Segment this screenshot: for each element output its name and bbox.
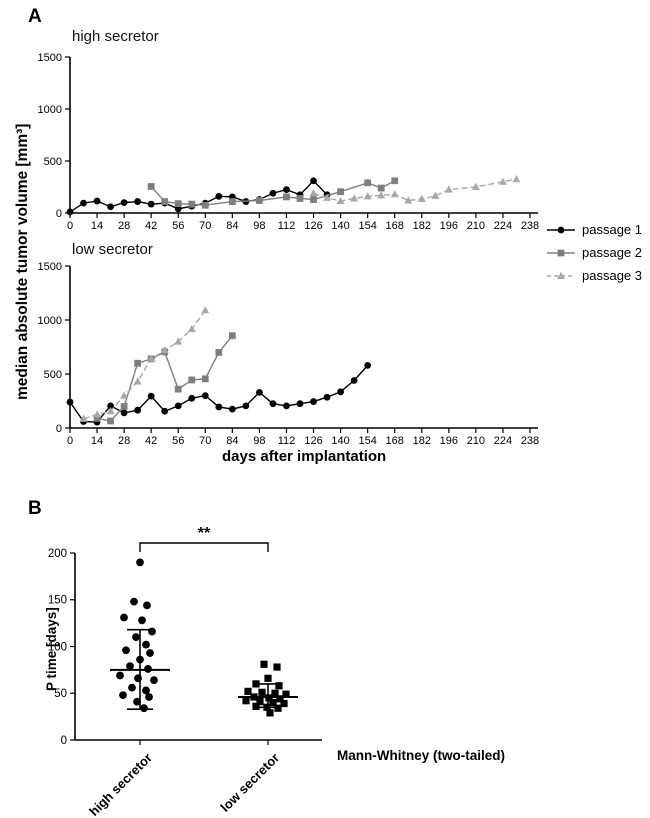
svg-text:154: 154 — [358, 220, 376, 232]
svg-text:70: 70 — [199, 220, 211, 232]
svg-text:126: 126 — [304, 220, 322, 232]
svg-text:28: 28 — [118, 435, 130, 447]
svg-text:98: 98 — [253, 220, 265, 232]
legend-item-passage-1: passage 1 — [546, 218, 642, 241]
svg-text:224: 224 — [494, 435, 512, 447]
legend: passage 1 passage 2 passage 3 — [546, 218, 642, 287]
panel-a-y-axis-label: median absolute tumor volume [mm³] — [14, 123, 31, 400]
svg-text:42: 42 — [145, 220, 157, 232]
legend-label-passage-3: passage 3 — [582, 268, 642, 283]
svg-text:70: 70 — [199, 435, 211, 447]
panel-a-x-axis-label: days after implantation — [222, 448, 387, 465]
svg-text:84: 84 — [226, 220, 238, 232]
svg-text:98: 98 — [253, 435, 265, 447]
svg-text:0: 0 — [61, 735, 67, 747]
svg-text:1000: 1000 — [38, 315, 62, 327]
svg-text:112: 112 — [278, 220, 296, 232]
svg-text:0: 0 — [56, 423, 62, 435]
svg-text:126: 126 — [304, 435, 322, 447]
svg-text:0: 0 — [56, 208, 62, 220]
svg-text:14: 14 — [91, 220, 103, 232]
passage-1-marker-icon — [547, 226, 575, 233]
svg-text:112: 112 — [278, 435, 296, 447]
svg-text:210: 210 — [467, 220, 485, 232]
svg-text:28: 28 — [118, 220, 130, 232]
svg-text:154: 154 — [358, 435, 376, 447]
svg-text:14: 14 — [91, 435, 103, 447]
panel-a-label: A — [28, 6, 42, 27]
passage-3-marker-icon — [547, 271, 575, 279]
svg-text:56: 56 — [172, 435, 184, 447]
svg-text:0: 0 — [67, 435, 73, 447]
high-secretor-chart-title: high secretor — [72, 28, 159, 45]
svg-text:224: 224 — [494, 220, 512, 232]
svg-text:84: 84 — [226, 435, 238, 447]
legend-label-passage-1: passage 1 — [582, 222, 642, 237]
svg-text:1000: 1000 — [38, 104, 62, 116]
statistical-test-note: Mann-Whitney (two-tailed) — [337, 748, 505, 763]
svg-text:238: 238 — [521, 435, 539, 447]
svg-text:56: 56 — [172, 220, 184, 232]
svg-text:42: 42 — [145, 435, 157, 447]
legend-item-passage-2: passage 2 — [546, 241, 642, 264]
svg-text:50: 50 — [54, 688, 67, 700]
svg-text:0: 0 — [67, 220, 73, 232]
svg-text:196: 196 — [440, 220, 458, 232]
legend-label-passage-2: passage 2 — [582, 245, 642, 260]
svg-text:140: 140 — [331, 435, 349, 447]
svg-text:140: 140 — [331, 220, 349, 232]
svg-text:200: 200 — [48, 548, 67, 560]
svg-text:210: 210 — [467, 435, 485, 447]
svg-text:238: 238 — [521, 220, 539, 232]
svg-text:196: 196 — [440, 435, 458, 447]
svg-text:182: 182 — [413, 435, 431, 447]
panel-b-label: B — [28, 498, 42, 519]
passage-2-marker-icon — [547, 249, 575, 256]
svg-text:500: 500 — [44, 156, 62, 168]
svg-text:500: 500 — [44, 369, 62, 381]
svg-text:100: 100 — [48, 641, 67, 653]
svg-text:150: 150 — [48, 595, 67, 607]
low-secretor-chart-title: low secretor — [72, 241, 153, 258]
svg-text:1500: 1500 — [38, 52, 62, 64]
svg-text:**: ** — [198, 525, 211, 542]
svg-text:182: 182 — [413, 220, 431, 232]
legend-item-passage-3: passage 3 — [546, 264, 642, 287]
panel-b-y-axis-label: P time [days] — [44, 607, 59, 691]
svg-text:168: 168 — [386, 220, 404, 232]
svg-text:168: 168 — [386, 435, 404, 447]
svg-text:1500: 1500 — [38, 261, 62, 273]
